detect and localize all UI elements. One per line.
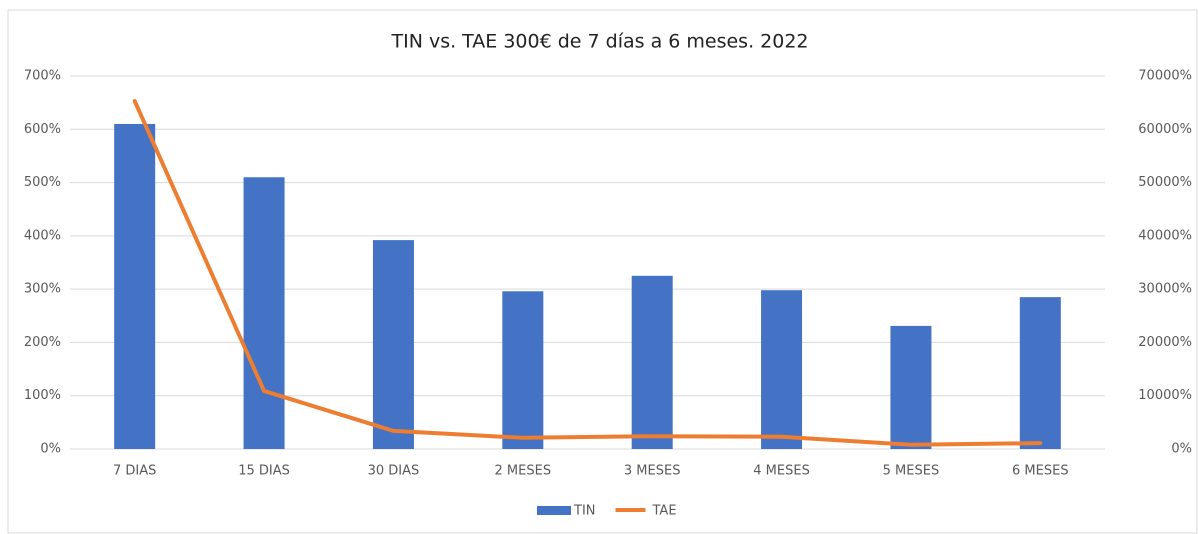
y2-tick-label: 40000% <box>1138 228 1192 243</box>
x-tick-label: 3 MESES <box>624 464 681 479</box>
x-tick-label: 7 DIAS <box>113 464 156 479</box>
y2-tick-label: 20000% <box>1138 335 1192 350</box>
y-tick-label: 0% <box>40 442 61 457</box>
bar <box>631 275 673 449</box>
y2-tick-label: 60000% <box>1138 122 1192 137</box>
y2-tick-label: 30000% <box>1138 282 1192 297</box>
y2-tick-label: 0% <box>1171 442 1192 457</box>
y-tick-label: 100% <box>24 388 61 403</box>
bar <box>502 291 544 449</box>
x-tick-label: 15 DIAS <box>238 464 290 479</box>
y2-tick-label: 50000% <box>1138 175 1192 190</box>
bar <box>372 240 414 449</box>
y-tick-label: 600% <box>24 122 61 137</box>
y2-tick-label: 10000% <box>1138 388 1192 403</box>
chart-title: TIN vs. TAE 300€ de 7 días a 6 meses. 20… <box>390 31 808 53</box>
y2-tick-label: 70000% <box>1138 69 1192 84</box>
y-tick-label: 500% <box>24 175 61 190</box>
x-tick-label: 6 MESES <box>1012 464 1069 479</box>
bar <box>890 325 932 449</box>
bar <box>114 123 156 449</box>
chart-border <box>7 9 1198 534</box>
x-tick-label: 4 MESES <box>753 464 810 479</box>
y-tick-label: 200% <box>24 335 61 350</box>
bar <box>243 177 285 449</box>
x-tick-label: 5 MESES <box>883 464 940 479</box>
bar <box>1019 297 1061 449</box>
bar <box>761 290 803 449</box>
legend-label: TIN <box>573 504 596 519</box>
x-tick-label: 2 MESES <box>495 464 552 479</box>
y-tick-label: 300% <box>24 282 61 297</box>
legend-label: TAE <box>652 504 677 519</box>
line <box>132 99 1043 447</box>
y-tick-label: 400% <box>24 228 61 243</box>
x-tick-label: 30 DIAS <box>368 464 420 479</box>
y-tick-label: 700% <box>24 69 61 84</box>
legend-swatch <box>537 506 571 515</box>
